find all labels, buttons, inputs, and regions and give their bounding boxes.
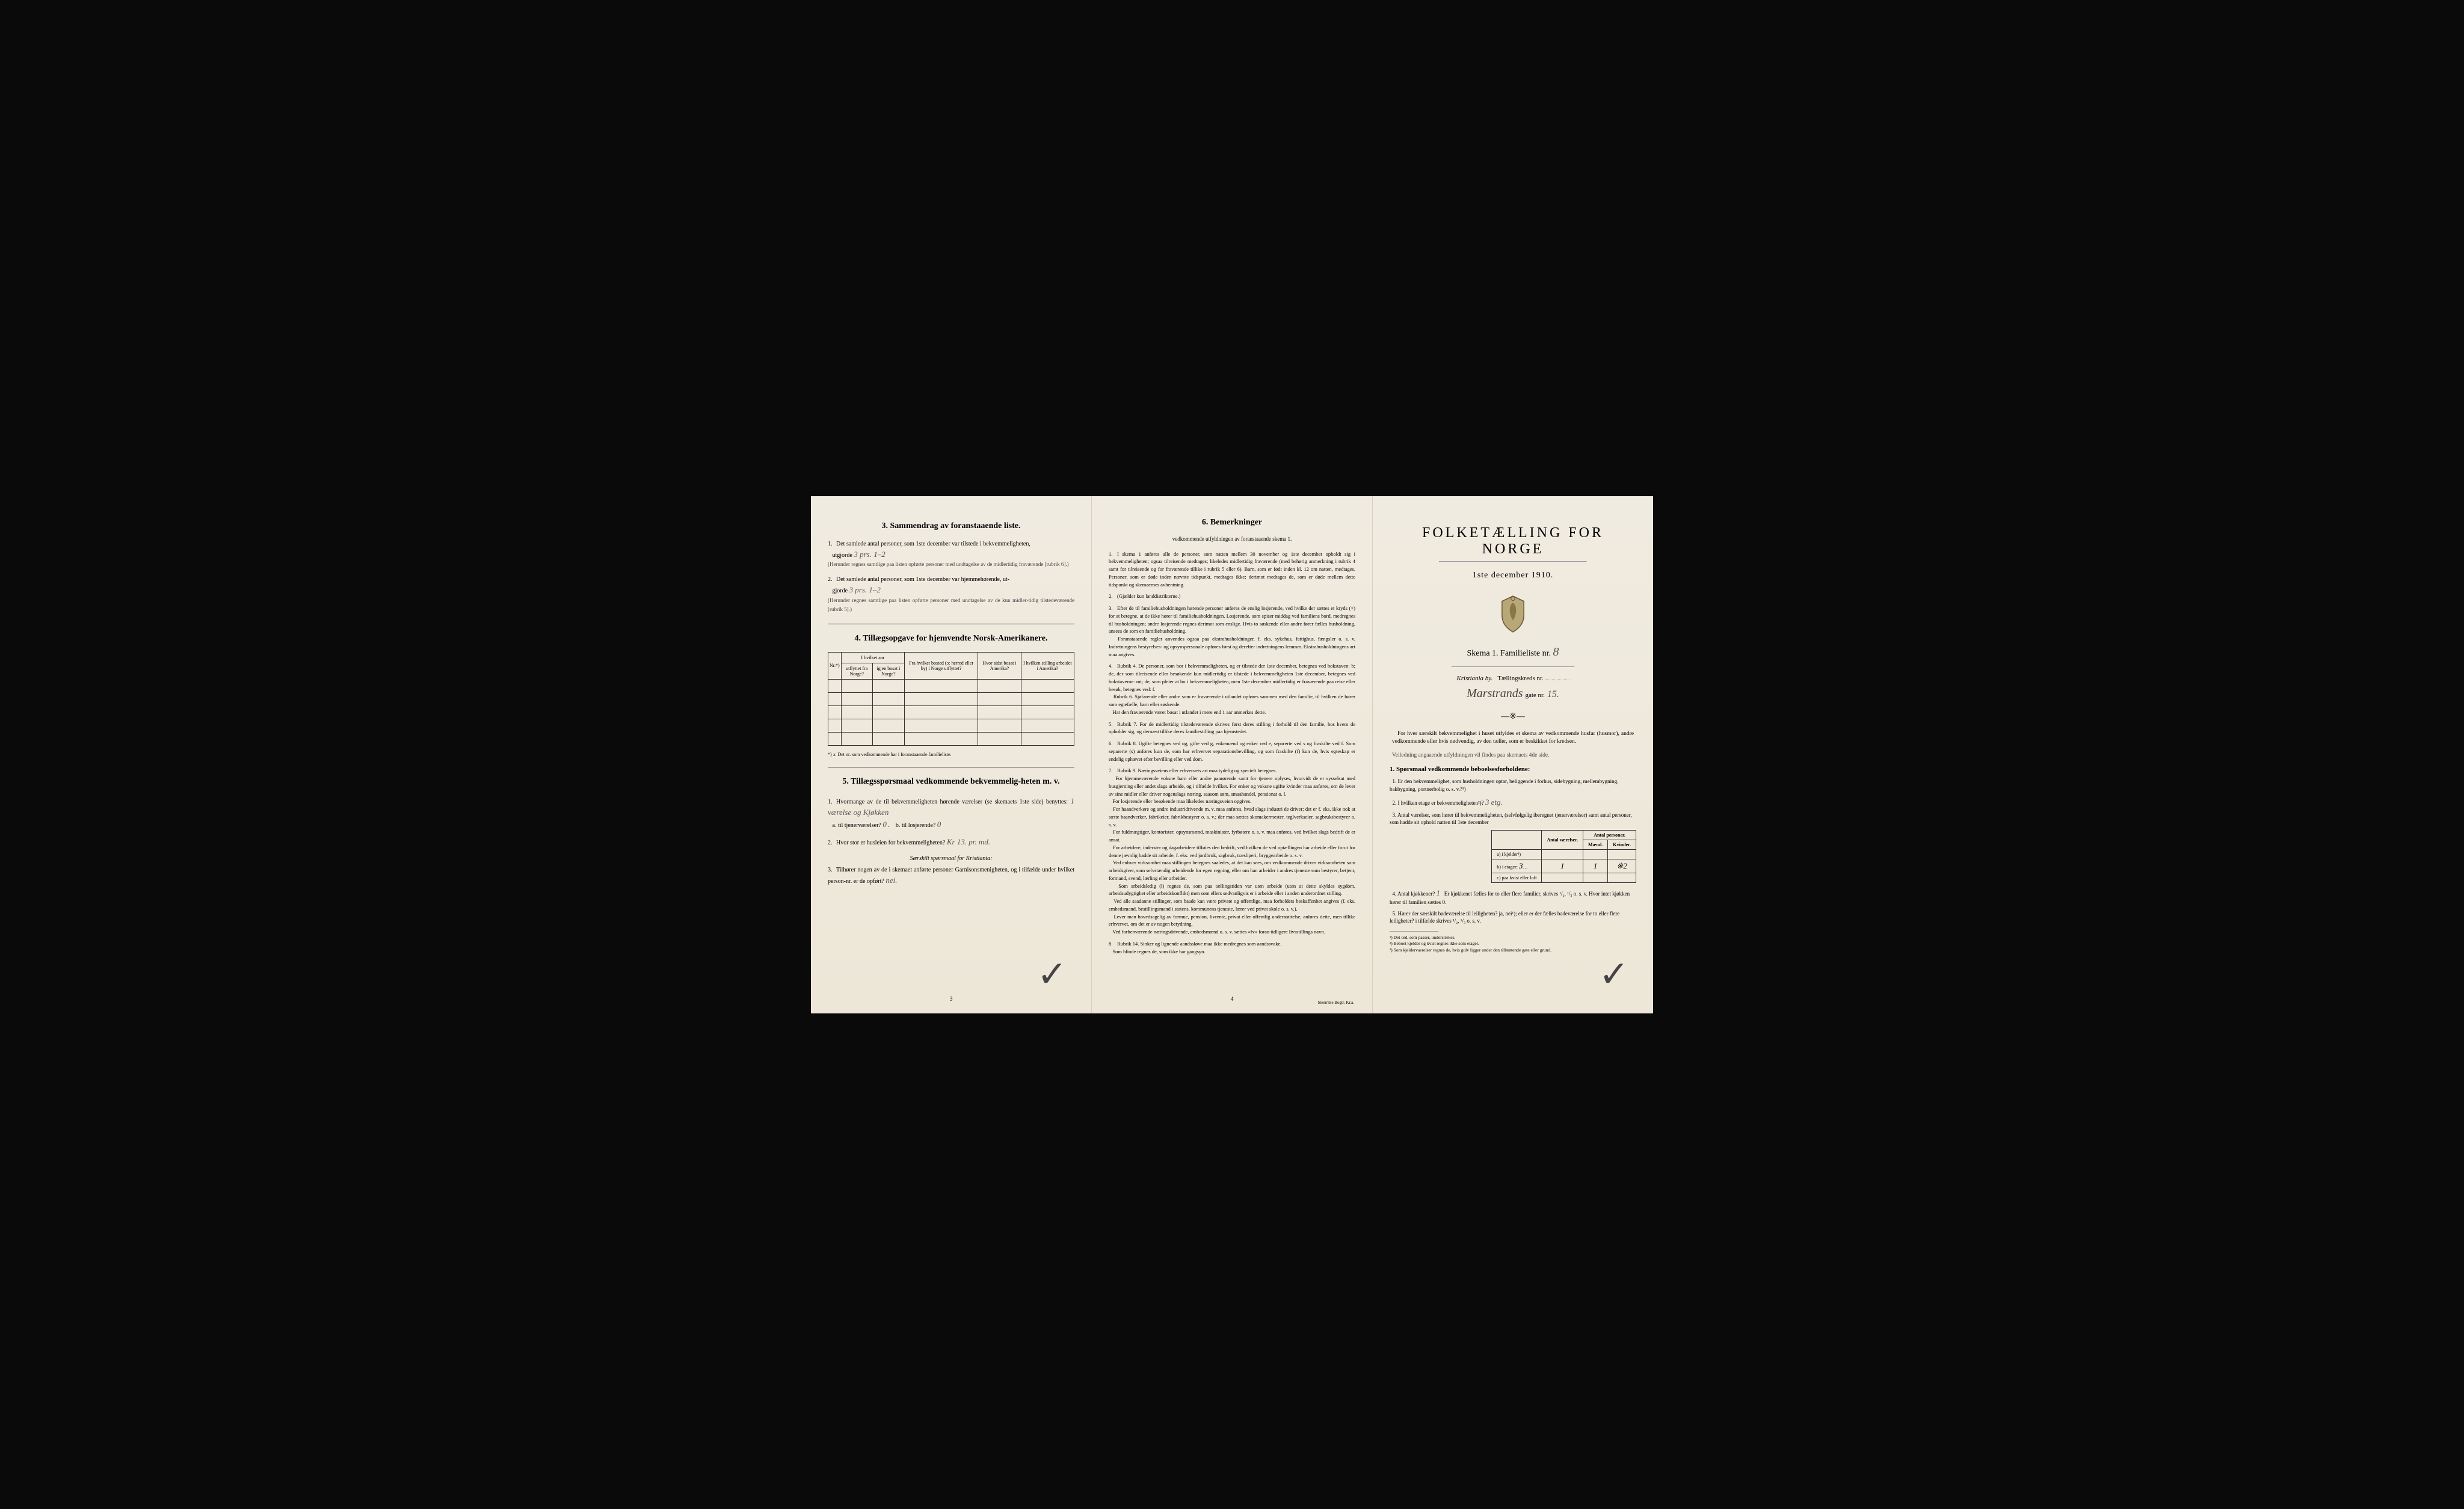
page-number: 4 [1231, 996, 1234, 1003]
bemerkning-item: 3.Efter de til familiehusholdningen høre… [1109, 604, 1355, 658]
s3-item1: 1.Det samlede antal personer, som 1ste d… [828, 539, 1074, 570]
amerikanere-table: Nr.*) I hvilket aar Fra hvilket bosted (… [828, 652, 1074, 746]
rooms-table: Antal værelser. Antal personer. Mænd. Kv… [1491, 830, 1636, 883]
bemerkning-item: 6.Rubrik 8. Ugifte betegnes ved ug, gift… [1109, 740, 1355, 763]
table-row [828, 692, 1074, 705]
q1-item2: 2. I hvilken etage er bekvemmeligheten²)… [1390, 797, 1636, 808]
q1-title: 1. Spørsmaal vedkommende beboelsesforhol… [1390, 766, 1636, 773]
section6-subtitle: vedkommende utfyldningen av foranstaaend… [1109, 536, 1355, 542]
section4-footnote: *) ɔ: Det nr. som vedkommende har i fora… [828, 752, 1074, 757]
bemerkning-item: 2.(Gjælder kun landdistrikterne.) [1109, 592, 1355, 600]
checkmark-icon: ✓ [1599, 953, 1629, 995]
page-3: 3. Sammendrag av foranstaaende liste. 1.… [811, 496, 1092, 1013]
bemerkning-item: 4.Rubrik 4. De personer, som bor i bekve… [1109, 662, 1355, 716]
table-row [828, 705, 1074, 719]
census-date: 1ste december 1910. [1390, 571, 1636, 580]
checkmark-icon: ✓ [1037, 953, 1067, 995]
q1-item4: 4. Antal kjøkkener? 1 Er kjøkkenet fælle… [1390, 888, 1636, 906]
skema-line: Skema 1. Familieliste nr. 8 [1390, 645, 1636, 659]
page-1-cover: FOLKETÆLLING FOR NORGE 1ste december 191… [1373, 496, 1653, 1013]
table-row [828, 732, 1074, 745]
address-line: Marstrands gate nr. 15. [1390, 687, 1636, 701]
s5-item3: Særskilt spørsmaal for Kristiania: 3.Til… [828, 854, 1074, 887]
q1-item5: 5. Hører der særskilt badeværelse til le… [1390, 910, 1636, 925]
s3-item2: 2.Det samlede antal personer, som 1ste d… [828, 575, 1074, 614]
bemerkning-item: 5.Rubrik 7. For de midlertidig tilstedev… [1109, 721, 1355, 736]
intro-note: Veiledning angaaende utfyldningen vil fi… [1392, 752, 1634, 760]
familieliste-number: 8 [1553, 645, 1559, 659]
main-title: FOLKETÆLLING FOR NORGE [1390, 525, 1636, 558]
section4-title: 4. Tillægsopgave for hjemvendte Norsk-Am… [828, 634, 1074, 644]
coat-of-arms-icon [1496, 595, 1530, 633]
intro-paragraph: For hver særskilt bekvemmelighet i huset… [1392, 730, 1634, 746]
page3-footnotes: ¹) Det ord, som passer, understrekes. ²)… [1390, 931, 1636, 954]
page-number: 3 [950, 996, 953, 1003]
printer-credit: Steen'ske Bogtr. Kr.a. [1317, 1000, 1354, 1005]
table-row [828, 719, 1074, 732]
bemerkning-item: 1.I skema 1 anføres alle de personer, so… [1109, 550, 1355, 589]
section5-title: 5. Tillægsspørsmaal vedkommende bekvemme… [828, 777, 1074, 787]
s3-item2-handwritten: 3 prs. 1–2 [849, 585, 881, 594]
table-row [828, 679, 1074, 692]
s5-item1: 1.Hvormange av de til bekvemmeligheten h… [828, 795, 1074, 831]
q1-item3: 3. Antal værelser, som hører til bekvemm… [1390, 811, 1636, 826]
table-row: c) paa kvist eller loft [1492, 873, 1636, 882]
section3-title: 3. Sammendrag av foranstaaende liste. [828, 521, 1074, 531]
bemerkning-item: 7.Rubrik 9. Næringsveiens eller erhverve… [1109, 767, 1355, 936]
s5-item2: 2.Hvor stor er husleien for bekvemmeligh… [828, 836, 1074, 848]
q1-item1: 1. Er den bekvemmelighet, som husholdnin… [1390, 778, 1636, 793]
bemerkning-item: 8.Rubrik 14. Sinker og lignende aandsslø… [1109, 940, 1355, 956]
table-row: a) i kjelder³) [1492, 849, 1636, 859]
page-4: 6. Bemerkninger vedkommende utfyldningen… [1092, 496, 1373, 1013]
s3-item1-handwritten: 3 prs. 1–2 [854, 550, 885, 559]
census-document: 3. Sammendrag av foranstaaende liste. 1.… [811, 496, 1653, 1013]
section6-title: 6. Bemerkninger [1109, 518, 1355, 527]
city-line: Kristiania by. Tællingskreds nr. [1390, 675, 1636, 682]
ornament-icon: ―※― [1390, 711, 1636, 722]
table-row: b) i etager: 3… 1 1 ※2 [1492, 859, 1636, 873]
